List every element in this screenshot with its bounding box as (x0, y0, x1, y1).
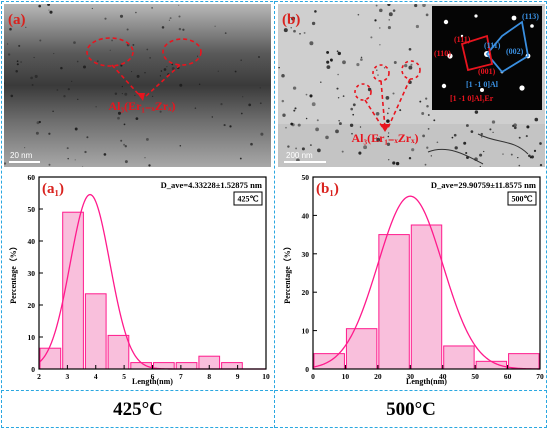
x-tick-label: 4 (94, 372, 98, 381)
histogram-bar (508, 353, 540, 370)
precipitate-label-b: Al₃(Er₁₋ₓZrₓ) (351, 131, 418, 145)
y-tick-label: 50 (28, 205, 36, 214)
y-tick-label: 40 (28, 237, 36, 246)
al3er-lattice-outline (460, 34, 494, 72)
y-tick-label: 0 (305, 365, 309, 374)
histogram-bar (62, 211, 84, 370)
legend-label: 500℃ (512, 195, 533, 204)
svg-text:(111): (111) (454, 35, 471, 44)
svg-text:(110): (110) (434, 49, 451, 58)
histogram-a1: 2 3 4 5 6 7 8 9 10 0 10 20 30 40 50 60 Length(nm) Percent… (4, 170, 271, 386)
y-tick-label: 20 (28, 301, 36, 310)
x-tick-label: 10 (342, 372, 350, 381)
x-tick-label: 9 (236, 372, 240, 381)
vertical-divider (274, 1, 275, 428)
precipitate-dots-a (4, 4, 264, 167)
dave-annotation: D_ave=4.33228±1.52875 nm (161, 180, 262, 190)
x-tick-label: 7 (179, 372, 183, 381)
svg-text:(002): (002) (506, 47, 524, 56)
x-tick-label: 20 (374, 372, 382, 381)
y-tick-label: 30 (28, 269, 36, 278)
plot-frame (312, 176, 541, 370)
precipitate-circle-b1 (354, 83, 372, 101)
dislocation-lines (427, 133, 529, 165)
histogram-bar (410, 224, 443, 370)
svg-text:(113): (113) (522, 12, 539, 21)
x-tick-label: 3 (66, 372, 70, 381)
histogram-b1-svg: 0 10 20 30 40 50 60 70 0 10 20 30 40 50 Length(nm) Perc… (278, 170, 545, 386)
precipitate-circle-b3 (401, 60, 421, 80)
svg-text:(111): (111) (484, 41, 501, 50)
svg-text:[1 -1 0]Al₃Er: [1 -1 0]Al₃Er (450, 94, 494, 103)
y-tick-label: 40 (302, 211, 310, 220)
legend-label: 425℃ (238, 195, 259, 204)
y-tick-label: 20 (302, 288, 310, 297)
arrow-head (137, 93, 145, 101)
histogram-bar (130, 362, 153, 370)
horizontal-divider (1, 390, 547, 391)
panel-b-label: (b) (282, 12, 300, 28)
temperature-label-500: 500°C (386, 399, 436, 420)
histogram-bar (107, 334, 130, 370)
histogram-bar (221, 362, 243, 370)
x-axis-label: Length(nm) (406, 377, 447, 386)
x-tick-label: 10 (262, 372, 270, 381)
y-tick-label: 50 (302, 173, 310, 182)
y-tick-label: 10 (302, 327, 310, 336)
y-tick-label: 10 (28, 333, 36, 342)
diffraction-inset: (113) (111) (002) (111) (110) (001) [1 -… (432, 6, 542, 110)
arrow-head-b (380, 124, 390, 132)
scale-bar-b-label: 200 nm (286, 151, 313, 160)
x-tick-label: 70 (536, 372, 544, 381)
legend-box (507, 191, 537, 206)
precipitate-circle-1 (86, 37, 134, 67)
x-tick-label: 6 (151, 372, 155, 381)
x-tick-label: 2 (37, 372, 41, 381)
x-tick-label: 60 (504, 372, 512, 381)
svg-text:(001): (001) (478, 67, 496, 76)
precipitate-circle-2 (162, 38, 202, 66)
svg-text:[1 -1 0]Al: [1 -1 0]Al (466, 80, 499, 89)
y-tick-label: 30 (302, 250, 310, 259)
al-lattice-outline (485, 20, 529, 74)
panel-label: (b₁) (316, 181, 339, 197)
temperature-label-425: 425°C (113, 399, 163, 420)
x-axis-label: Length(nm) (132, 377, 173, 386)
y-tick-label: 0 (31, 365, 35, 374)
micrograph-a: (a) Al₃(Er₁₋ₓZrₓ) 20 nm (4, 4, 271, 167)
histogram-a1-svg: 2 3 4 5 6 7 8 9 10 0 10 20 30 40 50 60 Length(nm) Percent… (4, 170, 271, 386)
micrograph-a-background (4, 4, 271, 167)
scale-bar-a-label: 20 nm (10, 151, 33, 160)
precipitate-dots-b (278, 4, 543, 167)
arrow-line-1 (111, 64, 142, 98)
y-axis-label: Percentage（%） (8, 242, 18, 304)
histogram-bar (345, 328, 378, 370)
histogram-bar (378, 234, 410, 370)
panel-label: (a₁) (42, 181, 64, 197)
gaussian-fit-curve (312, 195, 541, 370)
histogram-bar (84, 293, 107, 370)
y-axis-label: Percentage（%） (282, 242, 292, 304)
precipitate-label-a: Al₃(Er₁₋ₓZrₓ) (108, 99, 175, 113)
dave-annotation: D_ave=29.90759±11.8575 nm (431, 180, 536, 190)
x-tick-label: 50 (471, 372, 479, 381)
x-tick-label: 40 (439, 372, 447, 381)
arrow-line-2 (144, 64, 181, 98)
y-tick-label: 60 (28, 173, 36, 182)
x-tick-label: 30 (407, 372, 415, 381)
micrograph-b: (b) Al₃(Er₁₋ₓZrₓ) 200 nm (113) (111) (00… (278, 4, 545, 167)
histogram-bar (175, 362, 198, 370)
histogram-b1: 0 10 20 30 40 50 60 70 0 10 20 30 40 50 Length(nm) Perc… (278, 170, 545, 386)
histogram-bar (443, 345, 475, 370)
x-tick-label: 0 (311, 372, 315, 381)
x-tick-label: 5 (122, 372, 126, 381)
x-tick-label: 8 (207, 372, 211, 381)
panel-a-label: (a) (8, 12, 26, 28)
legend-box (233, 191, 263, 206)
